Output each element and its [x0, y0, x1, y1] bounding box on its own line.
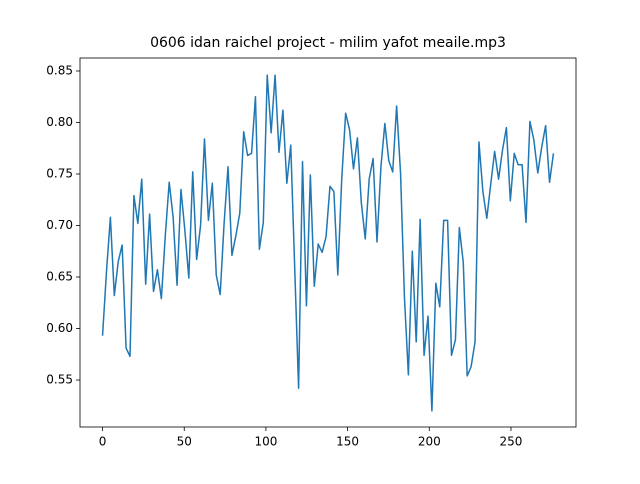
- x-tick-label: 100: [254, 435, 277, 449]
- y-tick-label: 0.55: [46, 373, 73, 387]
- x-tick-label: 50: [177, 435, 192, 449]
- x-tick-label: 200: [418, 435, 441, 449]
- y-tick-label: 0.85: [46, 63, 73, 77]
- y-tick-label: 0.65: [46, 270, 73, 284]
- y-tick-label: 0.70: [46, 218, 73, 232]
- y-tick-label: 0.75: [46, 166, 73, 180]
- data-line: [101, 74, 555, 412]
- x-tick-label: 250: [500, 435, 523, 449]
- chart-title: 0606 idan raichel project - milim yafot …: [150, 35, 506, 51]
- y-tick-label: 0.60: [46, 321, 73, 335]
- axes-frame: [79, 57, 577, 428]
- x-tick-label: 150: [336, 435, 359, 449]
- y-tick-label: 0.80: [46, 115, 73, 129]
- x-tick-label: 0: [99, 435, 107, 449]
